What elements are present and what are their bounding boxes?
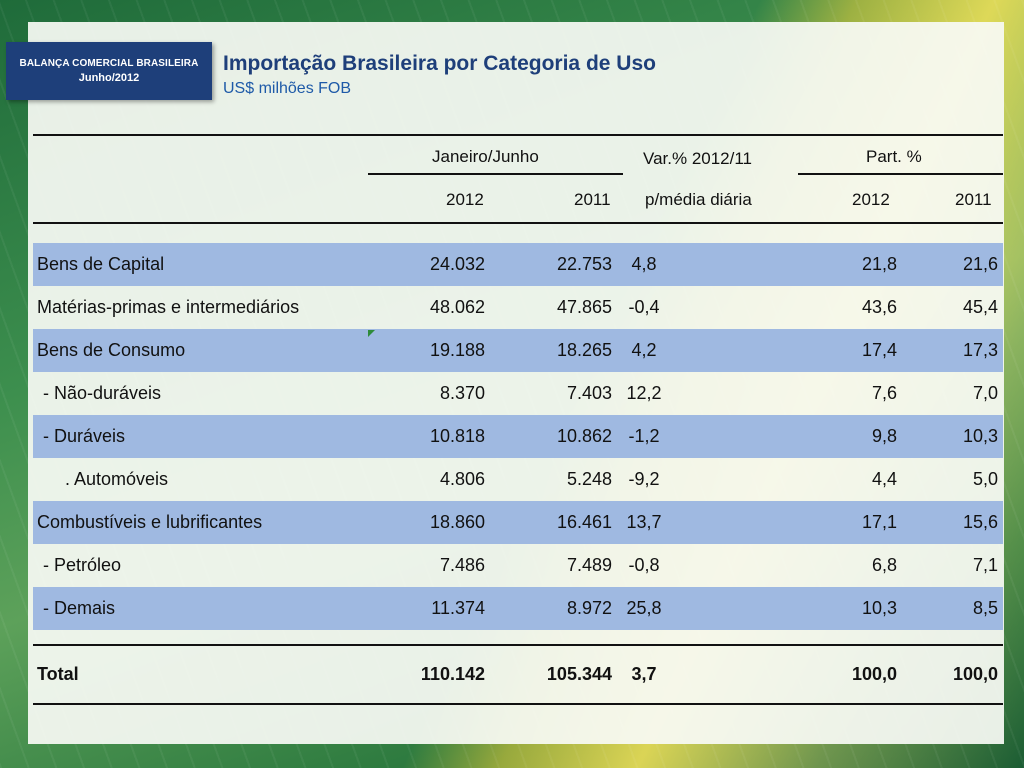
value-variation: -0,8 [628,555,660,575]
row-label: . Automóveis [65,469,169,489]
table-top-rule [33,134,1003,136]
report-badge: BALANÇA COMERCIAL BRASILEIRA Junho/2012 [6,42,212,100]
header-col-part-2012: 2012 [852,190,890,209]
total-2011: 105.344 [546,664,612,684]
value-variation: -0,4 [628,297,660,317]
value-variation: 13,7 [626,512,662,532]
share-2012: 6,8 [871,555,897,575]
header-col-var-sub: p/média diária [645,190,752,209]
header-share-rule [798,173,1003,175]
value-2011: 5.248 [566,469,612,489]
table-row: - Não-duráveis 8.370 7.403 12,2 7,6 7,0 [33,372,1003,415]
share-2011: 45,4 [962,297,998,317]
total-share-2011: 100,0 [952,664,998,684]
row-label: - Não-duráveis [43,383,162,403]
table-row: Bens de Capital 24.032 22.753 4,8 21,8 2… [33,243,1003,286]
table-row: . Automóveis 4.806 5.248 -9,2 4,4 5,0 [33,458,1003,501]
share-2012: 7,6 [871,383,897,403]
total-label: Total [37,664,79,684]
share-2011: 8,5 [972,598,998,618]
value-2012: 7.486 [439,555,485,575]
total-row: Total 110.142 105.344 3,7 100,0 100,0 [33,653,1003,696]
value-2012: 19.188 [429,340,485,360]
row-label: Combustíveis e lubrificantes [37,512,263,532]
page-subtitle: US$ milhões FOB [223,80,352,97]
table-row: Combustíveis e lubrificantes 18.860 16.4… [33,501,1003,544]
table-row: Matérias-primas e intermediários 48.062 … [33,286,1003,329]
header-col-2012: 2012 [446,190,484,209]
value-2011: 18.265 [556,340,612,360]
value-2012: 24.032 [429,254,485,274]
row-label: Bens de Consumo [37,340,186,360]
share-2012: 17,4 [861,340,897,360]
share-2011: 17,3 [962,340,998,360]
total-2012: 110.142 [420,664,485,684]
value-2011: 7.489 [566,555,612,575]
row-label: Bens de Capital [37,254,165,274]
row-label: - Demais [43,598,116,618]
value-2011: 8.972 [566,598,612,618]
row-label: Matérias-primas e intermediários [37,297,300,317]
value-2012: 10.818 [429,426,485,446]
value-2012: 18.860 [429,512,485,532]
total-share-2012: 100,0 [851,664,897,684]
badge-title: BALANÇA COMERCIAL BRASILEIRA [19,58,199,69]
share-2012: 21,8 [861,254,897,274]
header-share: Part. % [866,147,922,166]
value-2012: 4.806 [439,469,485,489]
row-label: - Petróleo [43,555,122,575]
share-2012: 43,6 [861,297,897,317]
table-row: - Duráveis 10.818 10.862 -1,2 9,8 10,3 [33,415,1003,458]
share-2012: 9,8 [871,426,897,446]
table-bottom-rule [33,703,1003,705]
share-2011: 15,6 [962,512,998,532]
header-col-2011: 2011 [574,190,611,209]
share-2011: 7,1 [972,555,998,575]
page-title: Importação Brasileira por Categoria de U… [223,52,656,75]
value-2012: 48.062 [429,297,485,317]
table-row: - Petróleo 7.486 7.489 -0,8 6,8 7,1 [33,544,1003,587]
value-variation: 4,2 [631,340,657,360]
share-2012: 10,3 [861,598,897,618]
header-col-part-2011: 2011 [955,190,992,209]
share-2011: 5,0 [972,469,998,489]
value-2011: 47.865 [556,297,612,317]
badge-date: Junho/2012 [78,72,140,84]
share-2011: 7,0 [972,383,998,403]
value-2012: 11.374 [431,598,485,618]
value-2011: 10.862 [556,426,612,446]
value-variation: -1,2 [628,426,660,446]
table-row: Bens de Consumo 19.188 18.265 4,2 17,4 1… [33,329,1003,372]
header-period-rule [368,173,623,175]
header-bottom-rule [33,222,1003,224]
value-2011: 16.461 [556,512,612,532]
value-variation: 12,2 [626,383,662,403]
value-2012: 8.370 [439,383,485,403]
share-2011: 21,6 [962,254,998,274]
total-variation: 3,7 [631,664,657,684]
value-variation: 25,8 [626,598,662,618]
value-variation: -9,2 [628,469,660,489]
table-row: - Demais 11.374 8.972 25,8 10,3 8,5 [33,587,1003,630]
value-2011: 7.403 [566,383,612,403]
share-2012: 17,1 [861,512,897,532]
share-2011: 10,3 [962,426,998,446]
header-variation: Var.% 2012/11 [643,149,753,168]
total-top-rule [33,644,1003,646]
value-2011: 22.753 [556,254,612,274]
header-period: Janeiro/Junho [432,147,539,166]
row-label: - Duráveis [43,426,126,446]
cell-marker [368,330,375,337]
share-2012: 4,4 [871,469,897,489]
value-variation: 4,8 [631,254,657,274]
